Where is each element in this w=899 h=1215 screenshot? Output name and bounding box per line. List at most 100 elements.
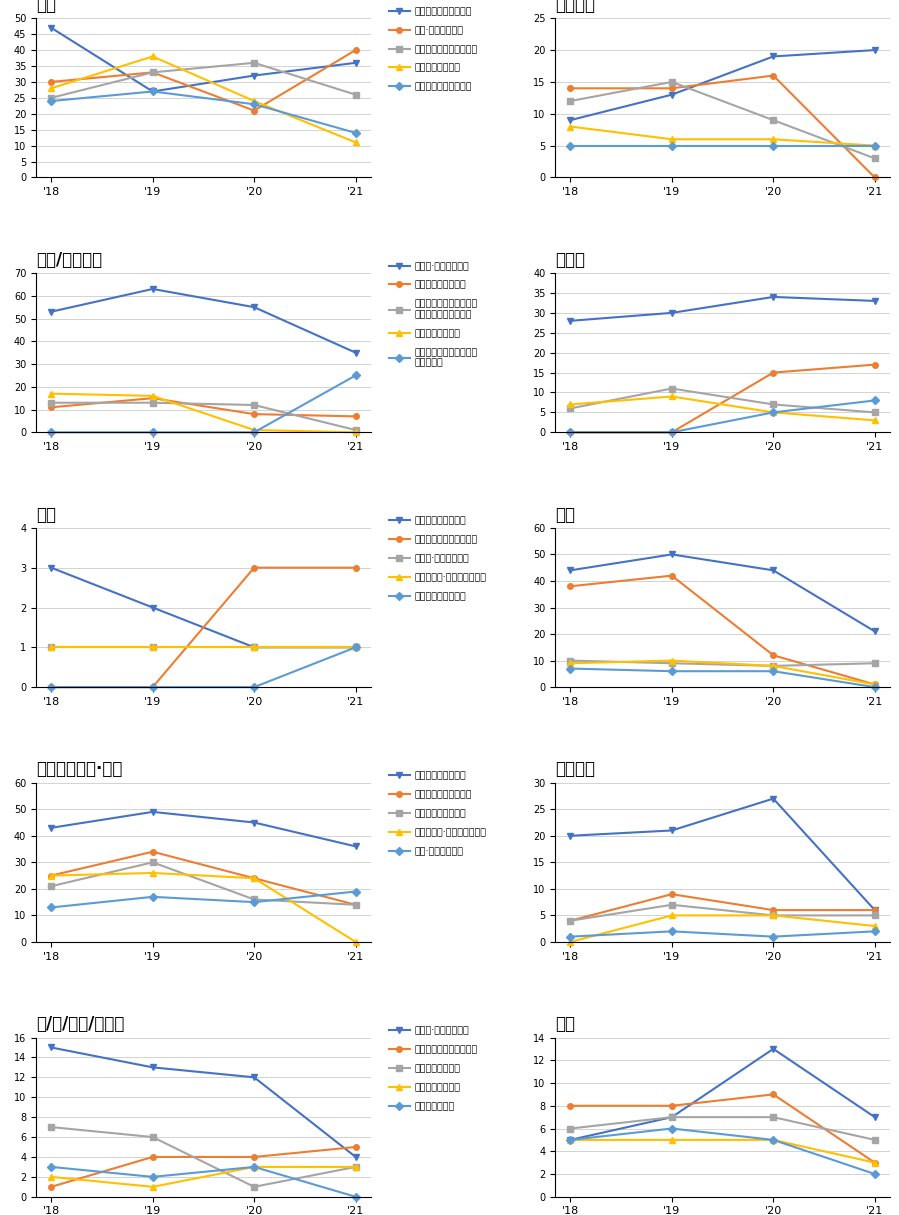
- 국가간협력기반조성: [147, 855, 158, 870]
- 기상·지진See-
AI기술개발연구: [565, 829, 575, 843]
- 국가간협력기반조성: [666, 382, 677, 396]
- 질환극복기술개발: [351, 1159, 361, 1174]
- Line: 기상·지진See-
AI기술개발연구: 기상·지진See- AI기술개발연구: [567, 796, 877, 912]
- 우주핵심기술개발: [147, 49, 158, 63]
- 기후변화대응기술개발: [565, 1132, 575, 1147]
- 우주핵심기술개발: [46, 81, 57, 96]
- Legend: 바이오·의료기술개발, 안전성평가기술개발연구, 질환극복기술개발, 의약품등안전관리, 안전기술선진화: 바이오·의료기술개발, 안전성평가기술개발연구, 질환극복기술개발, 의약품등안…: [389, 1027, 477, 1111]
- 뇌과학원천기술개발: [46, 820, 57, 835]
- Line: 기초연구기반구축: 기초연구기반구축: [567, 294, 877, 323]
- 포스트게놈신산업육성을
위한다부처유전체사업: [565, 139, 575, 153]
- 바이오·의료기술개발: [869, 1166, 880, 1181]
- 다부처국가생명연구자원
선진화사업: [46, 425, 57, 440]
- 차세대바이오그린21: [768, 68, 779, 83]
- 나노·소재기술개발: [147, 66, 158, 80]
- 바이오·의료기술개발: [351, 345, 361, 360]
- Line: 해양극지기초원천기술개발: 해양극지기초원천기술개발: [567, 902, 877, 923]
- 차세대정보·컴퓨팅기술개발: [147, 640, 158, 655]
- 기후변화대응기술개발: [46, 94, 57, 108]
- Line: 질환극복기술개발: 질환극복기술개발: [49, 391, 359, 435]
- 포스트게놈신산업육성을
위한다부처유전체사업: [768, 139, 779, 153]
- Line: 다부처국가생명연구자원
선진화사업: 다부처국가생명연구자원 선진화사업: [49, 373, 359, 435]
- 감염병관리기술개발연구: [768, 663, 779, 678]
- 우주핵심기술개발: [869, 903, 880, 917]
- 바이오·의료기술개발: [147, 282, 158, 296]
- 국가간협력기반조성: [768, 397, 779, 412]
- 차세대정보·컴퓨팅기술개발: [46, 869, 57, 883]
- Line: 뇌과학원천기술개발: 뇌과학원천기술개발: [49, 809, 359, 849]
- 차세대정보·컴퓨팅기술개발: [147, 865, 158, 880]
- 양자컴퓨팅기술개발사업: [147, 680, 158, 695]
- Text: 화학: 화학: [555, 1016, 575, 1033]
- Text: 정보통신기술·융합: 정보통신기술·융합: [36, 761, 122, 779]
- Line: 국도교통기술촉진연구: 국도교통기술촉진연구: [49, 26, 359, 95]
- Line: 안전성평가기술개발연구: 안전성평가기술개발연구: [49, 1145, 359, 1189]
- 식품등안전관리: [869, 43, 880, 57]
- Text: 물리학: 물리학: [555, 250, 585, 269]
- 미래소재디스커버리지원: [869, 1132, 880, 1147]
- 국가간협력기반조성: [147, 600, 158, 615]
- 양자컴퓨팅기술개발사업: [351, 560, 361, 575]
- 양자컴퓨팅기술개발사업: [46, 680, 57, 695]
- 농생명산업기술개발: [869, 139, 880, 153]
- 차세대지능형반도체기술개발: [869, 394, 880, 408]
- 기후및기후변화감시예측
정보융합기술개발: [666, 908, 677, 922]
- 바이오·의료기술개발: [147, 1059, 158, 1074]
- Legend: 뇌과학원천기술개발, 방송통신산업기술개발, 국가간협력기반조성, 차세대정보·컴퓨팅기술개발, 나노·소재기술개발: 뇌과학원천기술개발, 방송통신산업기술개발, 국가간협력기반조성, 차세대정보·…: [389, 772, 486, 857]
- 방송통신산업기술개발: [249, 871, 260, 886]
- Legend: 국가간협력기반조성, 양자컴퓨팅기술개발사업, 바이오·의료기술개발, 차세대정보·컴퓨팅기술개발, 뇌과학원천기술개발: 국가간협력기반조성, 양자컴퓨팅기술개발사업, 바이오·의료기술개발, 차세대정…: [389, 516, 486, 601]
- 나노·소재기술개발: [46, 74, 57, 89]
- 나노·소재기술개발: [351, 43, 361, 57]
- 미래소재디스커버리지원: [46, 91, 57, 106]
- 바이오·의료기술개발: [147, 640, 158, 655]
- 포스트게놈신산업육성을
위한다부처유전체사업: [869, 139, 880, 153]
- 핵응합기초연구: [565, 397, 575, 412]
- 안전기술선진화: [351, 1189, 361, 1204]
- 농생명산업기술개발: [768, 132, 779, 147]
- 국가간협력기반조성: [351, 640, 361, 655]
- 바이오·의료기술개발: [351, 1149, 361, 1164]
- 국가간협력기반조성: [869, 405, 880, 419]
- 식품등안전관리: [768, 49, 779, 63]
- Line: 바이오·의료기술개발: 바이오·의료기술개발: [567, 79, 877, 162]
- 국가간협력기반조성: [249, 640, 260, 655]
- Line: 질환극복기술개발: 질환극복기술개발: [49, 1124, 359, 1189]
- 뇌과학원천기술개발: [147, 680, 158, 695]
- Line: 질환극복기술개발: 질환극복기술개발: [567, 572, 877, 688]
- 포스드케놈신산업육성을
위한디부치유전체사업: [351, 423, 361, 437]
- 감염병관리기술개발연구: [869, 680, 880, 695]
- Line: 뇌과학원천기술개발: 뇌과학원천기술개발: [49, 395, 359, 419]
- 차세대지능형반도체기술개발: [565, 425, 575, 440]
- Line: 기후및기후변화감시예측
정보융합기술개발: 기후및기후변화감시예측 정보융합기술개발: [567, 912, 877, 945]
- 국가간협력기반조성: [666, 1098, 677, 1113]
- 질환극복기술개발: [351, 425, 361, 440]
- 농생명산업기술개발: [565, 119, 575, 134]
- 뇌과학원천기술개발: [147, 804, 158, 819]
- 해양극지기초원천기술개발: [666, 898, 677, 912]
- Line: 미래소재디스커버리지원: 미래소재디스커버리지원: [49, 60, 359, 101]
- 기후변화대응기술개발: [768, 1041, 779, 1056]
- 질환극복기술개발: [869, 677, 880, 691]
- 기초연구기반구축: [666, 305, 677, 320]
- 기후및기후변화감시예측
정보융합기술개발: [565, 934, 575, 949]
- 우주핵심기술개발: [249, 94, 260, 108]
- 뇌과학원천기술개발: [565, 654, 575, 668]
- 방송통신산업기술개발: [46, 869, 57, 883]
- 감염병관리기술개발연구: [666, 663, 677, 678]
- 바이오·의료기술개발: [666, 1121, 677, 1136]
- 뇌과학원천기술개발: [249, 815, 260, 830]
- 차세대정보·컴퓨팅기술개발: [249, 871, 260, 886]
- 국가간협력기반조성: [46, 878, 57, 893]
- 뇌과학원천기술개발: [666, 656, 677, 671]
- Line: 기후변화대응기술개발: 기후변화대응기술개발: [49, 89, 359, 136]
- 국가간협력기반조성: [351, 898, 361, 912]
- 바이오·의료기술개발: [869, 151, 880, 165]
- 기상·지진See-
AI기술개발연구: [666, 824, 677, 838]
- 핵응합기초연구: [666, 389, 677, 403]
- 차세대정보·컴퓨팅기술개발: [351, 640, 361, 655]
- 바이오·의료기술개발: [46, 640, 57, 655]
- Legend: 국도교통기술촉진연구, 나노·소재기술개발, 미래소재디스커버리지원, 우주핵심기술개발, 기후변화대응기술개발: 국도교통기술촉진연구, 나노·소재기술개발, 미래소재디스커버리지원, 우주핵심…: [389, 7, 477, 91]
- 안전기술선진화: [147, 1170, 158, 1185]
- Line: 양자컴퓨팅기술개발사업: 양자컴퓨팅기술개발사업: [567, 362, 877, 435]
- 바이오·의료기술개발: [249, 300, 260, 315]
